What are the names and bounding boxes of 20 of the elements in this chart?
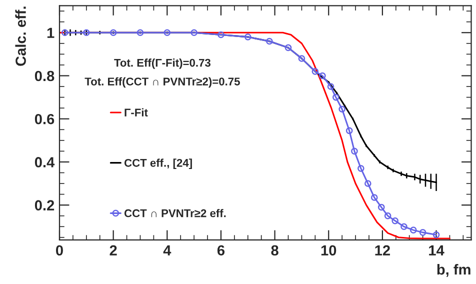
y-tick-label: 0.4 bbox=[34, 157, 55, 168]
x-tick-label: 12 bbox=[375, 245, 390, 256]
x-tick-label: 14 bbox=[429, 245, 444, 256]
annotation: Tot. Eff(Γ-Fit)=0.73 bbox=[114, 58, 210, 69]
y-axis-title: Calc. eff. bbox=[15, 6, 26, 66]
y-tick-label: 0.2 bbox=[34, 200, 54, 210]
x-tick-label: 10 bbox=[321, 245, 336, 256]
legend-label: CCT ∩ PVNTr≥2 eff. bbox=[124, 209, 226, 218]
x-tick-label: 6 bbox=[217, 245, 224, 256]
x-tick-label: 4 bbox=[163, 245, 172, 256]
legend-label: Γ-Fit bbox=[124, 108, 148, 116]
y-tick-label: 0.8 bbox=[34, 70, 54, 82]
y-tick-label: 0.6 bbox=[34, 114, 54, 124]
y-tick-label: 1 bbox=[47, 28, 54, 38]
legend-label: CCT eff., [24] bbox=[124, 158, 192, 170]
x-axis-title: b, fm bbox=[437, 264, 470, 277]
x-tick-label: 0 bbox=[56, 245, 63, 256]
annotation: Tot. Eff(CCT ∩ PVNTr≥2)=0.75 bbox=[84, 77, 240, 88]
x-tick-label: 8 bbox=[271, 245, 278, 256]
x-tick-label: 2 bbox=[110, 245, 117, 256]
